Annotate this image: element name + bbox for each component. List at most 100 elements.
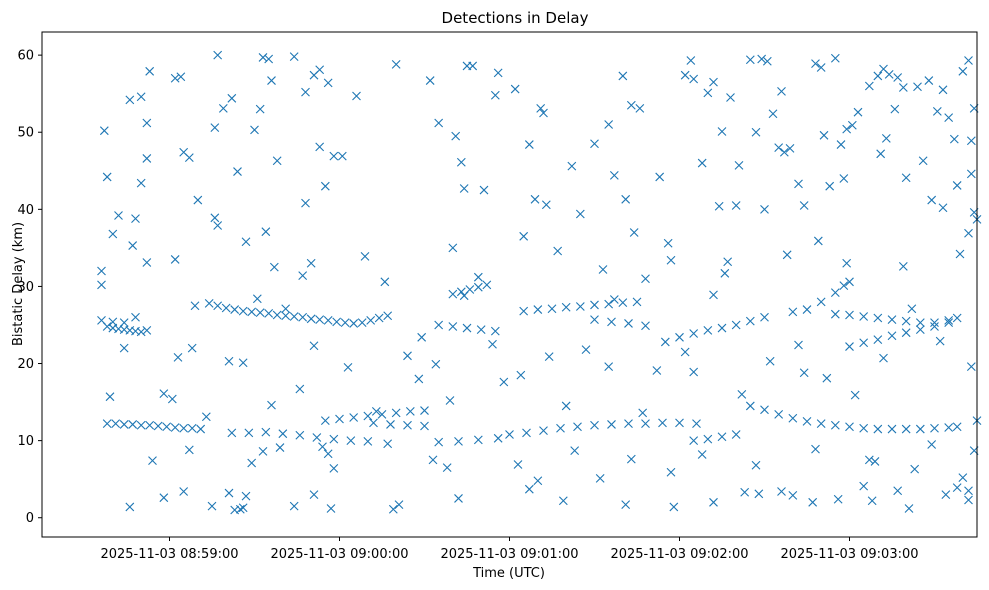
data-point xyxy=(910,464,920,474)
data-point xyxy=(873,313,883,323)
data-point xyxy=(822,373,832,383)
data-point xyxy=(760,312,769,322)
data-point xyxy=(323,449,333,459)
data-point xyxy=(224,356,234,366)
data-point xyxy=(765,356,775,366)
data-point xyxy=(964,486,973,496)
data-point xyxy=(142,258,152,267)
data-point xyxy=(201,412,211,422)
data-point xyxy=(119,343,129,353)
data-point xyxy=(315,315,325,324)
data-point xyxy=(233,167,242,176)
data-point xyxy=(136,178,146,188)
data-point xyxy=(879,353,888,363)
data-point xyxy=(131,214,140,223)
data-point xyxy=(751,127,761,137)
data-point xyxy=(386,420,395,429)
data-point xyxy=(847,120,857,130)
data-point xyxy=(915,424,925,434)
data-point xyxy=(952,422,962,432)
data-point xyxy=(717,432,727,442)
data-point xyxy=(609,171,619,180)
data-point xyxy=(210,213,220,223)
data-point xyxy=(493,433,503,443)
data-point xyxy=(958,66,968,76)
data-point xyxy=(343,362,353,372)
data-point xyxy=(901,173,911,183)
data-point xyxy=(845,277,854,287)
data-point xyxy=(624,319,633,328)
data-point xyxy=(162,422,172,432)
data-point xyxy=(170,73,180,83)
data-point xyxy=(448,289,458,299)
data-point xyxy=(142,118,152,128)
data-point xyxy=(349,413,359,422)
data-point xyxy=(238,358,248,368)
data-point xyxy=(108,317,118,327)
data-point xyxy=(394,500,404,510)
data-point xyxy=(845,342,854,351)
data-point xyxy=(658,418,667,428)
data-point xyxy=(652,366,662,375)
data-point xyxy=(740,487,750,497)
data-point xyxy=(859,481,869,491)
data-point xyxy=(238,503,248,513)
data-point xyxy=(590,139,599,149)
data-point xyxy=(306,314,316,324)
data-point xyxy=(332,317,342,327)
data-point xyxy=(873,424,883,434)
data-point xyxy=(839,281,849,291)
data-point xyxy=(363,437,373,446)
data-point xyxy=(731,320,741,330)
data-point xyxy=(689,436,699,446)
data-point xyxy=(420,421,429,431)
data-point xyxy=(604,362,614,371)
data-point xyxy=(932,107,942,116)
data-point xyxy=(289,501,299,511)
data-point xyxy=(128,241,138,250)
data-point xyxy=(363,411,373,421)
data-point xyxy=(842,124,852,134)
data-point xyxy=(267,76,276,85)
data-point xyxy=(884,70,894,79)
data-point xyxy=(187,423,197,433)
data-point xyxy=(964,56,973,65)
data-point xyxy=(493,68,503,78)
data-point xyxy=(97,280,106,290)
data-point xyxy=(114,211,123,220)
data-point xyxy=(530,194,540,204)
data-point xyxy=(941,490,951,499)
data-point xyxy=(213,301,223,311)
data-point xyxy=(893,73,903,82)
data-point xyxy=(281,304,291,314)
x-axis-label: Time (UTC) xyxy=(472,566,545,581)
data-point xyxy=(414,374,424,384)
data-point xyxy=(459,291,469,301)
data-point xyxy=(213,50,223,60)
data-point xyxy=(782,250,792,260)
data-point xyxy=(745,316,755,326)
data-point xyxy=(99,126,109,136)
data-point xyxy=(836,140,846,149)
data-point xyxy=(533,305,543,314)
data-point xyxy=(241,491,251,501)
data-point xyxy=(349,319,359,328)
data-point xyxy=(745,55,755,65)
data-point xyxy=(329,434,339,444)
data-point xyxy=(703,325,713,335)
data-point xyxy=(519,231,529,241)
data-point xyxy=(320,416,330,425)
data-point xyxy=(340,318,350,328)
x-tick-label: 2025-11-03 09:00:00 xyxy=(270,547,408,562)
data-point xyxy=(238,306,248,316)
data-point xyxy=(720,268,730,278)
data-point xyxy=(510,84,520,94)
data-point xyxy=(618,298,628,308)
data-point xyxy=(907,304,917,314)
data-point xyxy=(315,142,325,152)
data-point xyxy=(751,460,761,470)
data-point xyxy=(621,500,631,510)
data-point xyxy=(315,65,325,75)
data-point xyxy=(873,335,883,345)
y-tick-label: 20 xyxy=(17,357,34,372)
